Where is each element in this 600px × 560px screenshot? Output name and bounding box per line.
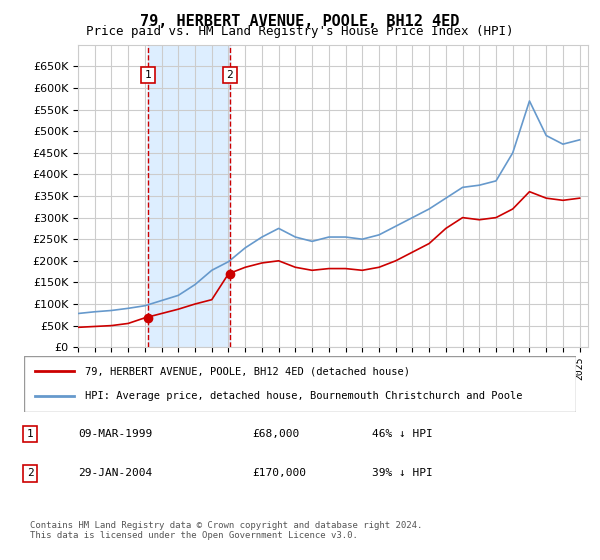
Text: 79, HERBERT AVENUE, POOLE, BH12 4ED (detached house): 79, HERBERT AVENUE, POOLE, BH12 4ED (det…	[85, 366, 410, 376]
Text: £170,000: £170,000	[252, 468, 306, 478]
Text: £68,000: £68,000	[252, 429, 299, 439]
Bar	[148, 45, 230, 347]
Text: 39% ↓ HPI: 39% ↓ HPI	[372, 468, 433, 478]
Text: Price paid vs. HM Land Registry's House Price Index (HPI): Price paid vs. HM Land Registry's House …	[86, 25, 514, 38]
Text: 09-MAR-1999: 09-MAR-1999	[78, 429, 152, 439]
Text: Contains HM Land Registry data © Crown copyright and database right 2024.
This d: Contains HM Land Registry data © Crown c…	[30, 521, 422, 540]
FancyBboxPatch shape	[24, 356, 576, 412]
Text: 2: 2	[26, 468, 34, 478]
Text: 46% ↓ HPI: 46% ↓ HPI	[372, 429, 433, 439]
Text: HPI: Average price, detached house, Bournemouth Christchurch and Poole: HPI: Average price, detached house, Bour…	[85, 391, 522, 401]
Text: 1: 1	[145, 70, 151, 80]
Text: 1: 1	[26, 429, 34, 439]
Text: 29-JAN-2004: 29-JAN-2004	[78, 468, 152, 478]
Text: 2: 2	[226, 70, 233, 80]
Text: 79, HERBERT AVENUE, POOLE, BH12 4ED: 79, HERBERT AVENUE, POOLE, BH12 4ED	[140, 14, 460, 29]
